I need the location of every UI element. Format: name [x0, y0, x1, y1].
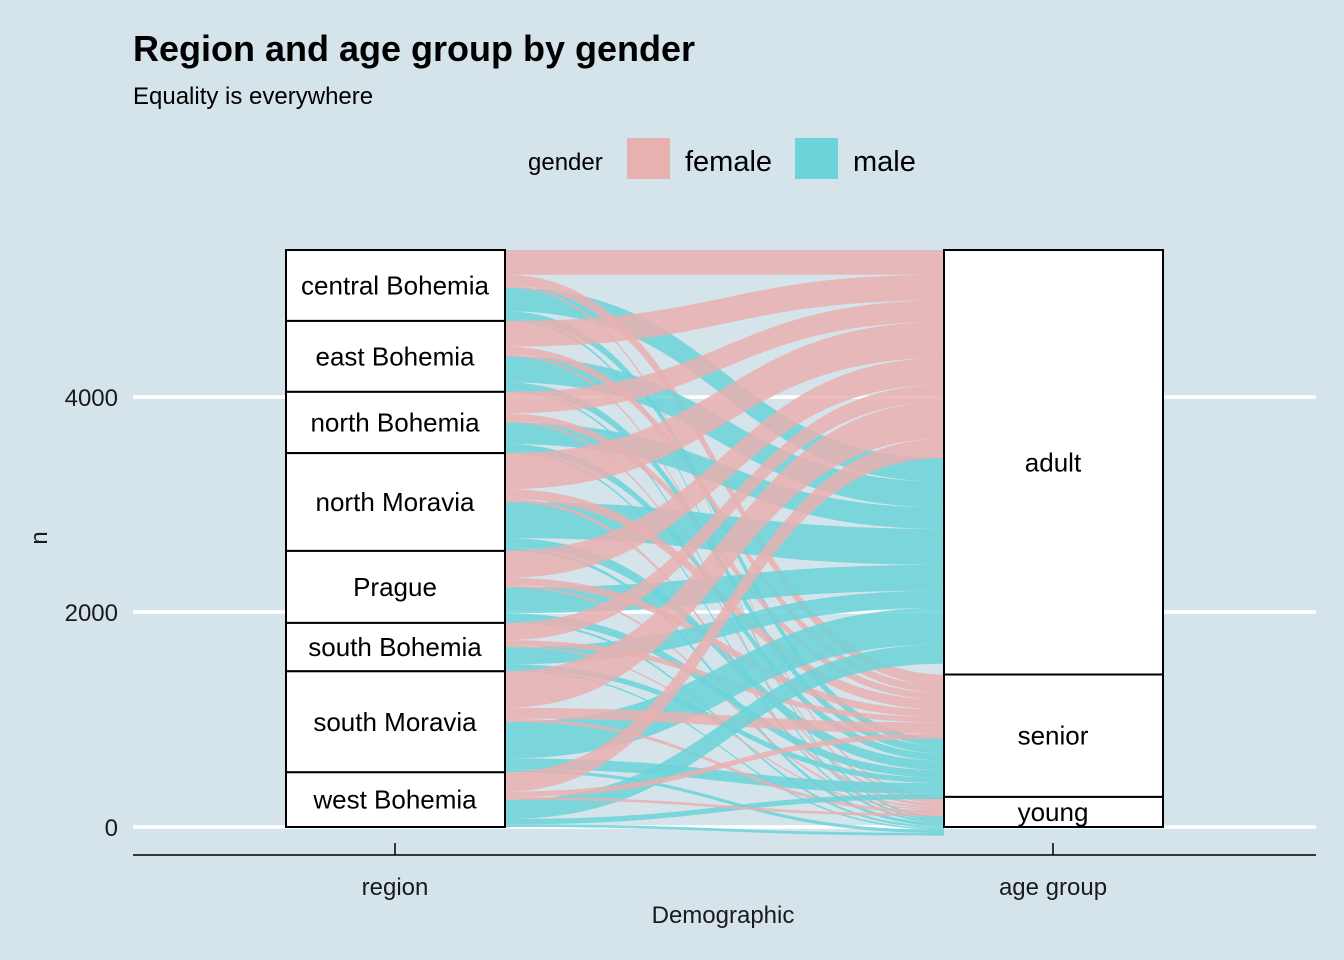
flow-south-moravia-senior-male — [505, 758, 944, 794]
flow-west-bohemia-adult-female — [505, 438, 944, 792]
stratum-region-east-bohemia — [285, 319, 506, 393]
flow-prague-adult-female — [505, 358, 944, 578]
stratum-label-young: young — [1018, 797, 1089, 827]
stratum-age-young — [943, 795, 1164, 829]
x-tick-label-age-group: age group — [999, 874, 1107, 901]
flow-north-moravia-young-female — [505, 498, 944, 807]
flow-east-bohemia-adult-female — [505, 274, 944, 347]
legend: gender female male — [528, 138, 916, 179]
stratum-region-west-bohemia — [285, 771, 506, 829]
x-tick-label-region: region — [362, 874, 429, 901]
flow-south-moravia-adult-male — [505, 607, 944, 759]
stratum-label-south-bohemia: south Bohemia — [308, 632, 482, 662]
x-axis-title: Demographic — [652, 902, 795, 929]
stratum-region-south-moravia — [285, 670, 506, 774]
flow-central-bohemia-adult-male — [505, 287, 944, 482]
legend-title: gender — [528, 149, 603, 176]
chart-subtitle: Equality is everywhere — [133, 83, 373, 110]
legend-label-female: female — [685, 146, 772, 178]
flow-south-bohemia-adult-female — [505, 384, 944, 641]
stratum-region-north-bohemia — [285, 390, 506, 455]
stratum-label-west-bohemia: west Bohemia — [312, 785, 477, 815]
stratum-label-north-moravia: north Moravia — [316, 487, 475, 517]
flow-west-bohemia-young-female — [505, 797, 944, 817]
flow-north-bohemia-young-male — [505, 450, 944, 823]
flow-north-bohemia-adult-female — [505, 300, 944, 414]
y-tick-label-2000: 2000 — [65, 600, 118, 627]
flow-south-moravia-senior-female — [505, 707, 944, 734]
chart-title: Region and age group by gender — [133, 28, 695, 69]
flow-layer — [505, 250, 944, 836]
flow-south-bohemia-young-male — [505, 669, 944, 830]
flow-west-bohemia-senior-female — [505, 733, 944, 798]
stratum-label-east-bohemia: east Bohemia — [316, 341, 476, 371]
stratum-label-adult: adult — [1025, 447, 1082, 477]
stratum-label-senior: senior — [1018, 721, 1089, 751]
stratum-label-south-moravia: south Moravia — [313, 707, 477, 737]
legend-swatch-female — [627, 138, 670, 179]
flow-north-moravia-adult-female — [505, 322, 944, 490]
flow-central-bohemia-adult-female — [505, 250, 944, 275]
axis-layer: region age group 0 2000 4000 — [65, 385, 1316, 901]
flow-prague-senior-female — [505, 577, 944, 717]
stratum-label-central-bohemia: central Bohemia — [301, 270, 489, 300]
y-tick-label-0: 0 — [105, 815, 118, 842]
stratum-label-prague: Prague — [353, 572, 437, 602]
flow-south-moravia-adult-female — [505, 402, 944, 708]
y-axis-title: n — [26, 531, 53, 544]
flow-west-bohemia-senior-male — [505, 793, 944, 825]
y-tick-label-4000: 4000 — [65, 385, 118, 412]
stratum-region-prague — [285, 549, 506, 624]
stratum-region-north-moravia — [285, 452, 506, 552]
stratum-region-south-bohemia — [285, 621, 506, 673]
stratum-age-adult — [943, 249, 1164, 676]
strata-layer: central Bohemia east Bohemia north Bohemia… — [285, 249, 1164, 829]
flow-west-bohemia-adult-male — [505, 644, 944, 820]
flow-west-bohemia-young-male — [505, 824, 944, 836]
legend-label-male: male — [853, 146, 916, 178]
stratum-label-north-bohemia: north Bohemia — [310, 407, 480, 437]
flow-south-moravia-young-male — [505, 769, 944, 833]
legend-swatch-male — [795, 138, 838, 179]
stratum-age-senior — [943, 673, 1164, 798]
stratum-region-central-bohemia — [285, 249, 506, 322]
